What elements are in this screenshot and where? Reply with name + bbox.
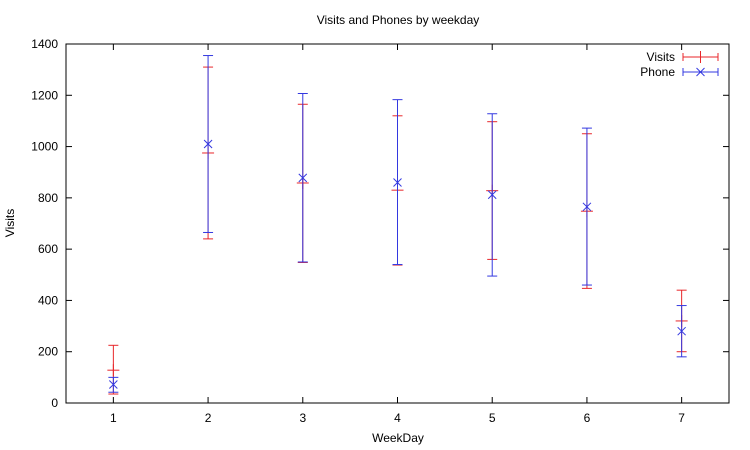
y-tick-label: 1400	[31, 37, 58, 51]
y-axis-label: Visits	[3, 209, 17, 237]
y-tick-label: 1200	[31, 88, 58, 102]
x-tick-label: 7	[678, 411, 685, 425]
legend-label-phone: Phone	[640, 65, 675, 79]
axis-ticks: 0 200 400 600 800 1000 1200 1400 1 2 3 4 5 6 7	[31, 37, 729, 425]
y-tick-label: 400	[38, 293, 58, 307]
series-layer	[107, 55, 688, 395]
data-point	[109, 380, 118, 389]
x-tick-label: 2	[205, 411, 212, 425]
data-point	[677, 326, 686, 336]
y-tick-label: 1000	[31, 140, 58, 154]
data-point-d2	[487, 190, 497, 200]
data-point	[487, 190, 497, 200]
data-point	[298, 173, 308, 183]
chart-title: Visits and Phones by weekday	[317, 13, 480, 27]
x-tick-label: 3	[299, 411, 306, 425]
x-tick-label: 4	[394, 411, 401, 425]
y-tick-label: 800	[38, 191, 58, 205]
data-point-d2	[582, 202, 592, 212]
series-phone	[108, 55, 687, 393]
data-point-d2	[393, 178, 402, 187]
data-point-d2	[109, 380, 118, 389]
data-point	[582, 202, 592, 212]
data-point-d2	[203, 139, 213, 149]
x-tick-label: 6	[584, 411, 591, 425]
x-axis-label: WeekDay	[372, 431, 424, 445]
data-point-d2	[677, 326, 686, 336]
legend-marker	[696, 67, 705, 77]
data-point	[393, 178, 402, 187]
legend-label-visits: Visits	[647, 50, 675, 64]
y-tick-label: 600	[38, 242, 58, 256]
y-tick-label: 200	[38, 345, 58, 359]
x-tick-label: 5	[489, 411, 496, 425]
x-tick-label: 1	[110, 411, 117, 425]
data-point-d2	[298, 173, 308, 183]
y-tick-label: 0	[51, 396, 58, 410]
data-point	[107, 364, 120, 377]
data-point	[203, 139, 213, 149]
